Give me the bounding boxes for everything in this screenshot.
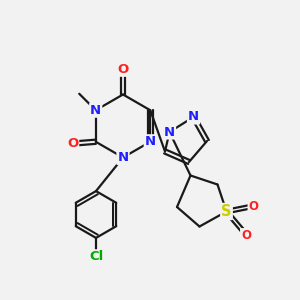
Text: N: N xyxy=(164,125,175,139)
Text: O: O xyxy=(241,229,251,242)
Text: N: N xyxy=(90,104,101,117)
Text: S: S xyxy=(221,204,232,219)
Text: O: O xyxy=(248,200,259,214)
Text: N: N xyxy=(145,135,156,148)
Text: N: N xyxy=(188,110,199,124)
Text: O: O xyxy=(117,63,129,76)
Text: N: N xyxy=(117,151,129,164)
Text: O: O xyxy=(67,137,78,150)
Text: Cl: Cl xyxy=(89,250,103,263)
